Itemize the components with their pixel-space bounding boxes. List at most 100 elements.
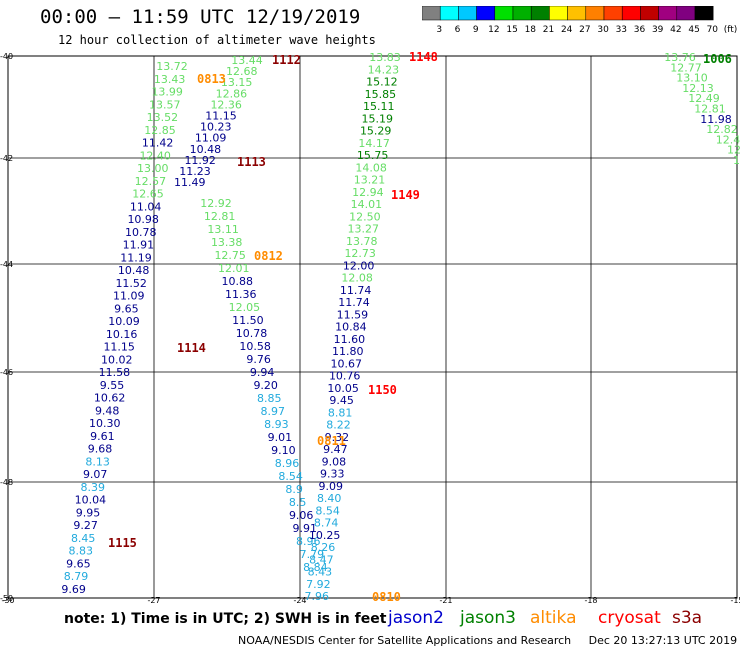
swh-value: 13.44 bbox=[231, 54, 263, 67]
swh-value: 11.52 bbox=[115, 277, 147, 290]
satellite-legend-item: jason3 bbox=[460, 608, 516, 628]
swh-value: 13.27 bbox=[348, 223, 380, 236]
color-scale-label: 15 bbox=[506, 25, 517, 34]
swh-value: 11.15 bbox=[205, 110, 237, 123]
swh-value: 11.74 bbox=[340, 284, 372, 297]
swh-value: 10.23 bbox=[200, 121, 232, 134]
swh-value: 12.36 bbox=[210, 98, 242, 111]
swh-value: 11.58 bbox=[99, 366, 131, 379]
swh-value: 12.65 bbox=[132, 188, 164, 201]
swh-value: 9.61 bbox=[90, 430, 115, 443]
swh-value: 10.09 bbox=[108, 315, 140, 328]
color-scale-label: 42 bbox=[670, 25, 681, 34]
credit-line: NOAA/NESDIS Center for Satellite Applica… bbox=[238, 634, 738, 647]
swh-value: 12.86 bbox=[216, 87, 248, 100]
swh-value: 12.13 bbox=[682, 82, 714, 95]
swh-value: 8.45 bbox=[71, 532, 96, 545]
swh-value: 15.11 bbox=[363, 100, 395, 113]
satellite-legend-item: jason2 bbox=[388, 608, 444, 628]
latitude-label: -46 bbox=[0, 368, 13, 377]
swh-value: 11.15 bbox=[103, 341, 135, 354]
swh-value: 10.48 bbox=[118, 264, 150, 277]
swh-value: 10.88 bbox=[222, 275, 254, 288]
swh-value: 11.09 bbox=[195, 132, 227, 145]
swh-value: 10.84 bbox=[335, 321, 367, 334]
swh-value: 12.92 bbox=[200, 197, 232, 210]
swh-value: 13.78 bbox=[346, 235, 378, 248]
swh-value: 12.00 bbox=[343, 259, 375, 272]
swh-value: 12 bbox=[733, 154, 740, 167]
swh-value: 10.76 bbox=[329, 370, 361, 383]
swh-value: 13.83 bbox=[369, 51, 401, 64]
swh-value: 12.01 bbox=[218, 262, 250, 275]
color-scale-legend: 3 6 9 12 15 18 21 24 27 30 33 36 39 42 45 70 (ft) bbox=[422, 6, 738, 34]
swh-value: 9.95 bbox=[76, 506, 101, 519]
swh-value: 12.40 bbox=[139, 149, 171, 162]
pass-time-label: 0812 bbox=[254, 249, 283, 263]
swh-value: 9.07 bbox=[83, 468, 108, 481]
swh-value: 12.49 bbox=[688, 92, 720, 105]
swh-value: 9.94 bbox=[250, 366, 275, 379]
altimeter-track: 13.8314.2315.1215.8515.1115.1915.2914.17… bbox=[305, 51, 401, 603]
swh-value: 9.65 bbox=[66, 557, 91, 570]
swh-value: 8.26 bbox=[311, 541, 336, 554]
color-scale-label: 9 bbox=[473, 25, 479, 34]
swh-value: 12.85 bbox=[144, 124, 176, 137]
swh-value: 8.79 bbox=[64, 570, 89, 583]
longitude-label: -27 bbox=[147, 596, 160, 605]
pass-time-label: 0810 bbox=[372, 590, 401, 604]
swh-value: 12.50 bbox=[349, 210, 381, 223]
swh-value: 12.75 bbox=[214, 249, 246, 262]
longitude-label: -18 bbox=[584, 596, 597, 605]
swh-value: 12.68 bbox=[226, 65, 258, 78]
swh-value: 15.85 bbox=[365, 88, 397, 101]
latitude-label: -40 bbox=[0, 52, 13, 61]
color-scale-label: (ft) bbox=[724, 25, 738, 34]
swh-value: 11.91 bbox=[123, 239, 155, 252]
swh-value: 10.67 bbox=[331, 357, 363, 370]
swh-value: 10.30 bbox=[89, 417, 121, 430]
swh-value: 10.62 bbox=[94, 392, 126, 405]
color-scale-label: 36 bbox=[634, 25, 646, 34]
swh-value: 12.05 bbox=[229, 301, 261, 314]
swh-value: 9.09 bbox=[319, 480, 344, 493]
swh-value: 11.74 bbox=[338, 296, 370, 309]
color-scale-label: 18 bbox=[525, 25, 537, 34]
swh-value: 8.43 bbox=[308, 566, 333, 579]
swh-value: 13.11 bbox=[207, 223, 239, 236]
pass-time-label: 0811 bbox=[317, 434, 346, 448]
color-scale-label: 70 bbox=[707, 25, 719, 34]
swh-value: 13.10 bbox=[676, 72, 708, 85]
swh-value: 9.01 bbox=[268, 431, 293, 444]
swh-value: 13.38 bbox=[211, 236, 243, 249]
color-scale-label: 30 bbox=[597, 25, 609, 34]
color-scale-label: 24 bbox=[561, 25, 573, 34]
swh-value: 12.4 bbox=[716, 133, 740, 146]
satellite-legend-item: cryosat bbox=[598, 608, 661, 628]
swh-value: 9.76 bbox=[246, 353, 271, 366]
pass-time-label: 1114 bbox=[177, 341, 206, 355]
color-scale-label: 39 bbox=[652, 25, 664, 34]
swh-value: 13.99 bbox=[151, 86, 183, 99]
swh-value: 8.40 bbox=[317, 492, 342, 505]
swh-value: 12.73 bbox=[344, 247, 376, 260]
swh-value: 11.92 bbox=[184, 154, 216, 167]
swh-value: 10.78 bbox=[236, 327, 268, 340]
swh-value: 13.57 bbox=[149, 98, 181, 111]
longitude-label: -30 bbox=[1, 596, 14, 605]
swh-value: 8.96 bbox=[275, 457, 300, 470]
swh-value: 11.23 bbox=[179, 165, 211, 178]
swh-value: 8.84 bbox=[303, 561, 328, 574]
page-subtitle: 12 hour collection of altimeter wave hei… bbox=[58, 33, 376, 47]
swh-value: 11.42 bbox=[142, 137, 174, 150]
swh-value: 9.65 bbox=[114, 302, 139, 315]
color-scale-label: 27 bbox=[579, 25, 590, 34]
map-frame bbox=[7, 55, 738, 599]
color-scale-label: 45 bbox=[688, 25, 699, 34]
swh-value: 11.60 bbox=[334, 333, 366, 346]
swh-value: 13.76 bbox=[664, 51, 696, 64]
swh-value: 10.05 bbox=[327, 382, 359, 395]
swh-value: 9.55 bbox=[100, 379, 125, 392]
swh-value: 12.94 bbox=[352, 186, 384, 199]
swh-value: 13.21 bbox=[354, 174, 386, 187]
